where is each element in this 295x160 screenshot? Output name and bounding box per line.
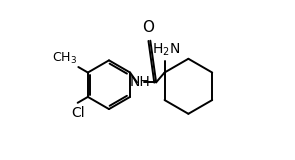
Text: O: O <box>142 20 155 35</box>
Text: CH$_3$: CH$_3$ <box>53 51 78 66</box>
Text: Cl: Cl <box>71 106 84 120</box>
Text: H$_2$N: H$_2$N <box>152 41 180 58</box>
Text: NH: NH <box>130 75 151 89</box>
